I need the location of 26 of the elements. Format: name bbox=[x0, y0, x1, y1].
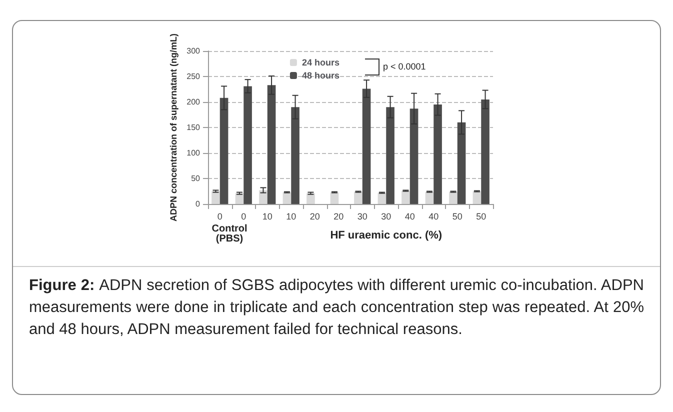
y-tick-label: 50 bbox=[191, 174, 201, 183]
y-axis-title: ADPN concentration of supernatant (ng/mL) bbox=[168, 33, 178, 222]
text: Control (PBS) bbox=[212, 224, 248, 244]
legend-label: 24 hours bbox=[302, 58, 340, 68]
annotation: p < 0.0001 bbox=[383, 62, 426, 72]
x-tick-label: 10 bbox=[262, 212, 272, 222]
x-tick-label: 30 bbox=[381, 212, 392, 222]
x-axis-title: HF uraemic conc. (%) bbox=[330, 230, 442, 242]
x-tick-label: 20 bbox=[334, 212, 344, 222]
x-tick-label: 10 bbox=[286, 212, 296, 222]
y-tick-label: 0 bbox=[196, 200, 201, 208]
x-tick-label: 40 bbox=[428, 212, 439, 222]
x-tick-label: 50 bbox=[452, 212, 462, 222]
x-tick-label: 50 bbox=[476, 212, 486, 222]
x-tick-label: 20 bbox=[310, 212, 320, 222]
x-tick-label: 30 bbox=[357, 212, 368, 222]
caption: Figure 2: bbox=[29, 277, 96, 294]
y-tick-label: 300 bbox=[186, 46, 201, 56]
y-tick-label: 100 bbox=[186, 148, 201, 158]
legend-label: 48 hours bbox=[302, 70, 340, 80]
x-tick-label: 0 bbox=[241, 212, 246, 222]
x-tick-label: 40 bbox=[404, 212, 415, 222]
x-tick-label: 0 bbox=[217, 212, 222, 222]
y-tick-label: 200 bbox=[186, 98, 201, 106]
y-tick-label: 250 bbox=[186, 72, 201, 81]
y-tick-label: 150 bbox=[186, 123, 201, 132]
